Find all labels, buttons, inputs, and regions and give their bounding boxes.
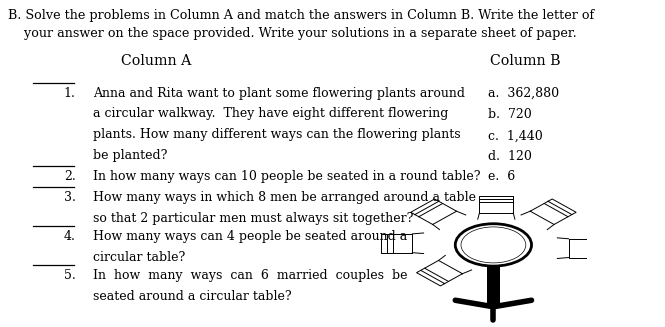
Text: How many ways can 4 people be seated around a: How many ways can 4 people be seated aro… [93,230,408,243]
Text: 1.: 1. [64,87,76,100]
Text: In  how  many  ways  can  6  married  couples  be: In how many ways can 6 married couples b… [93,269,408,282]
Text: plants. How many different ways can the flowering plants: plants. How many different ways can the … [93,128,461,141]
Text: b.  720: b. 720 [487,108,531,121]
Text: your answer on the space provided. Write your solutions in a separate sheet of p: your answer on the space provided. Write… [8,27,577,40]
Text: so that 2 particular men must always sit together?: so that 2 particular men must always sit… [93,212,414,225]
Text: How many ways in which 8 men be arranged around a table: How many ways in which 8 men be arranged… [93,191,476,204]
Text: Column B: Column B [490,54,561,68]
Text: seated around a circular table?: seated around a circular table? [93,290,292,303]
Text: d.  120: d. 120 [487,150,531,164]
Text: e.  6: e. 6 [487,170,515,183]
Text: c.  1,440: c. 1,440 [487,129,542,142]
Text: 3.: 3. [64,191,76,204]
Text: a circular walkway.  They have eight different flowering: a circular walkway. They have eight diff… [93,108,449,120]
Text: 4.: 4. [64,230,76,243]
Text: Column A: Column A [121,54,192,68]
Text: Anna and Rita want to plant some flowering plants around: Anna and Rita want to plant some floweri… [93,87,466,100]
Text: a.  362,880: a. 362,880 [487,87,559,100]
Ellipse shape [456,224,531,266]
Text: In how many ways can 10 people be seated in a round table?: In how many ways can 10 people be seated… [93,170,481,183]
Text: 5.: 5. [64,269,76,282]
Text: be planted?: be planted? [93,148,168,162]
Ellipse shape [461,227,526,263]
Text: B. Solve the problems in Column A and match the answers in Column B. Write the l: B. Solve the problems in Column A and ma… [8,9,594,22]
Text: 2.: 2. [64,170,76,183]
Bar [487,245,500,307]
Text: circular table?: circular table? [93,251,186,264]
